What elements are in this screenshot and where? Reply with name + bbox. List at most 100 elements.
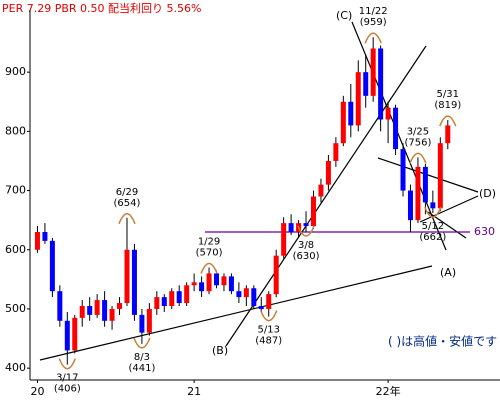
annotation-value: (441) [128, 363, 155, 374]
x-tick-label: 22年 [376, 384, 401, 398]
candle-body [72, 317, 78, 351]
annotation-date: 11/22 [359, 6, 388, 17]
trend-line-d1 [377, 157, 479, 193]
annotation-date: 5/13 [257, 325, 279, 336]
candle-body [445, 125, 451, 144]
candle-body [251, 288, 257, 306]
annotation-date: 1/29 [198, 237, 220, 248]
candle-body [199, 282, 205, 292]
trend-line-b [225, 45, 427, 347]
annotation-date: 5/12 [422, 221, 444, 232]
candle-body [131, 249, 137, 315]
candle-body [79, 306, 85, 318]
line-label: (D) [479, 187, 496, 200]
candle-body [348, 101, 354, 126]
candle-body [385, 107, 391, 120]
note: ( )は高値・安値です [388, 334, 497, 349]
annotation-date: 3/17 [56, 373, 78, 384]
y-tick-label: 800 [5, 124, 26, 137]
x-tick-label: 21 [187, 385, 201, 398]
trend-line-c [351, 21, 447, 251]
highlight-arc [58, 358, 76, 370]
highlight-arc [364, 32, 382, 44]
candle-body [363, 72, 369, 96]
annotation-date: 3/25 [407, 126, 429, 137]
candle-body [154, 297, 160, 309]
candle-body [400, 149, 406, 191]
candle-body [102, 300, 108, 321]
chart-title: PER 7.29 PBR 0.50 配当利回り 5.56% [2, 1, 201, 15]
candle-body [266, 294, 272, 309]
candle-body [49, 240, 55, 292]
highlight-arc [260, 310, 278, 322]
annotation-value: (654) [114, 198, 141, 209]
y-tick-label: 400 [5, 361, 26, 374]
reference-label: 630 [474, 225, 495, 238]
annotation-date: 5/31 [437, 89, 459, 100]
candle-body [34, 232, 40, 250]
candle-body [355, 72, 361, 126]
candle-body [139, 314, 145, 333]
candle-body [161, 297, 167, 306]
highlight-arc [200, 262, 218, 274]
candle-body [109, 308, 115, 321]
candle-body [318, 184, 324, 197]
candle-body [333, 143, 339, 161]
candle-body [228, 276, 234, 292]
annotation-date: 3/8 [298, 240, 314, 251]
line-label: (B) [212, 344, 228, 357]
candle-body [117, 303, 123, 309]
candle-body [221, 276, 227, 286]
line-label: (C) [336, 9, 352, 22]
annotation-value: (487) [255, 336, 282, 347]
highlight-arc [424, 206, 442, 218]
candle-body [64, 320, 70, 351]
candle-body [191, 282, 197, 286]
annotation-value: (756) [404, 137, 431, 148]
highlight-arc [409, 152, 427, 164]
highlight-arc [297, 225, 315, 237]
candle-body [281, 223, 287, 256]
candle-body [437, 143, 443, 209]
candle-body [206, 273, 212, 292]
candle-body [94, 300, 100, 315]
y-tick-label: 900 [5, 65, 26, 78]
candle-body [146, 308, 152, 333]
candle-body [370, 48, 376, 96]
candle-body [243, 288, 249, 298]
candle-body [176, 291, 182, 304]
annotation-value: (630) [293, 251, 320, 262]
y-tick-label: 700 [5, 184, 26, 197]
annotation-value: (819) [434, 100, 461, 111]
highlight-arc [133, 337, 151, 349]
highlight-arc [439, 115, 457, 127]
candle-body [378, 48, 384, 120]
candle-body [415, 166, 421, 221]
candle-body [236, 291, 242, 298]
candle-body [303, 223, 309, 227]
annotation-value: (662) [419, 232, 446, 243]
candle-body [340, 101, 346, 144]
candle-body [310, 196, 316, 227]
candle-body [87, 306, 93, 315]
candle-body [169, 291, 175, 306]
annotation-value: (570) [196, 248, 223, 259]
candle-body [258, 306, 264, 309]
candle-body [407, 190, 413, 221]
candle-body [325, 160, 331, 185]
candle-body [57, 291, 63, 321]
y-tick-label: 500 [5, 302, 26, 315]
candle-body [422, 166, 428, 203]
candle-body [430, 202, 436, 209]
trend-line-d2 [419, 195, 479, 223]
candle-body [393, 107, 399, 150]
line-label: (A) [440, 266, 456, 279]
candle-body [273, 255, 279, 295]
annotation-date: 6/29 [116, 187, 138, 198]
candle-body [184, 285, 190, 304]
candle-body [214, 273, 220, 286]
trend-line-a [39, 265, 433, 361]
annotation-value: (959) [360, 17, 387, 28]
annotation-date: 8/3 [134, 352, 150, 363]
